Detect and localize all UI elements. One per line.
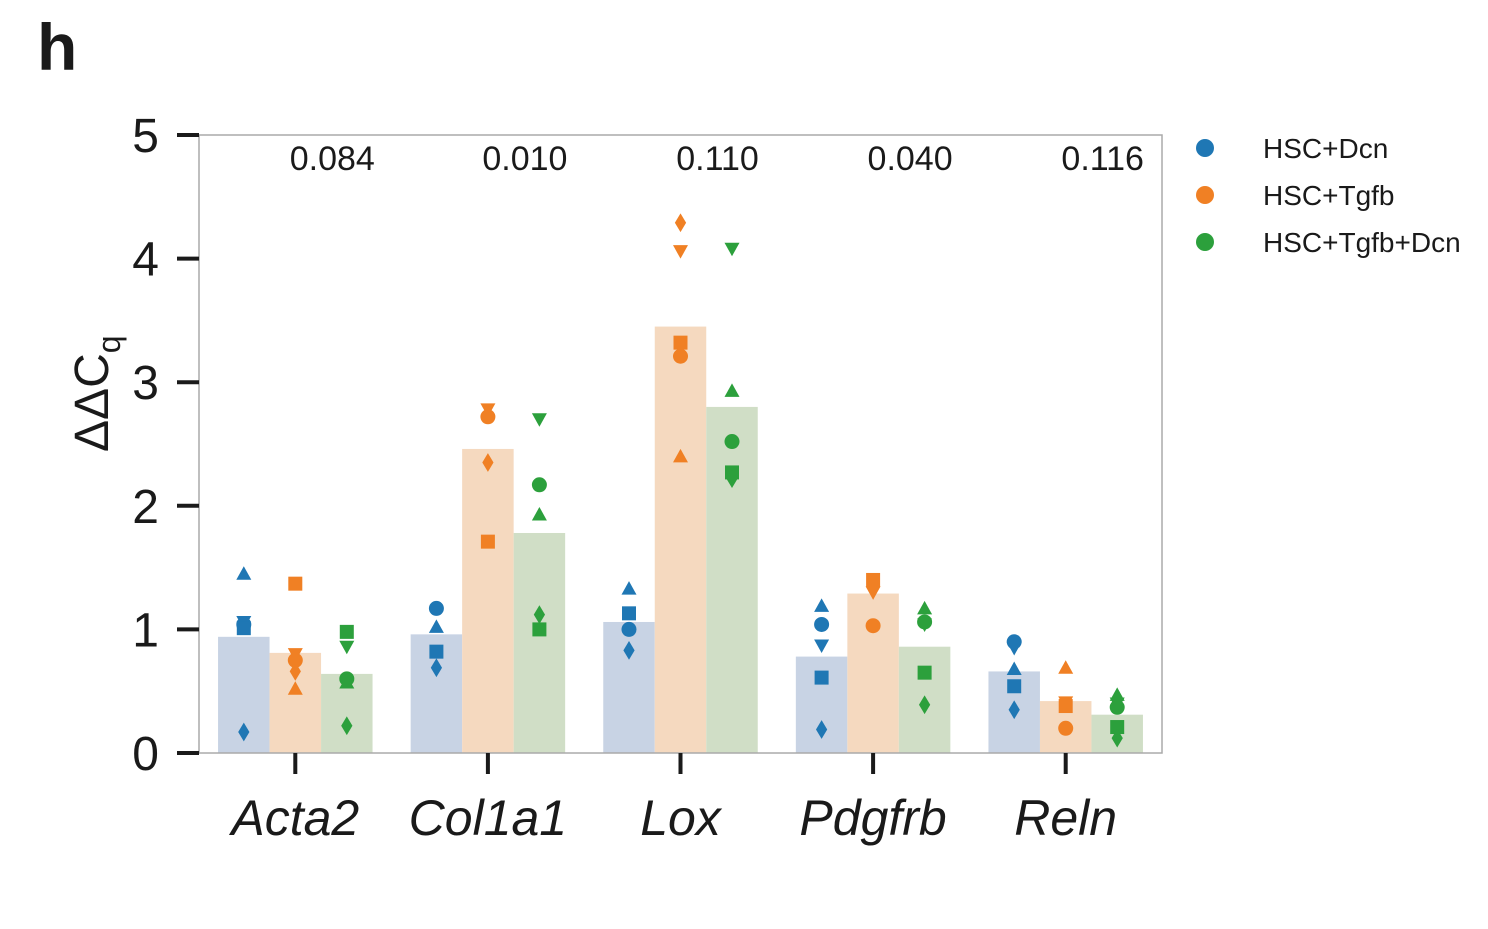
point-triangle-down-lox-hsc-tgfb-dcn bbox=[724, 242, 740, 257]
legend-marker-icon bbox=[1196, 186, 1214, 204]
point-diamond-pdgfrb-hsc-tgfb-dcn bbox=[918, 695, 931, 715]
points-layer bbox=[236, 213, 1125, 748]
point-diamond-lox-hsc-tgfb-dcn bbox=[726, 469, 738, 488]
point-circle-pdgfrb-hsc-tgfb bbox=[865, 618, 881, 634]
point-triangle-down-acta2-hsc-tgfb-dcn bbox=[339, 640, 355, 655]
x-tick-label-lox: Lox bbox=[640, 790, 723, 846]
point-diamond-acta2-hsc-dcn bbox=[238, 722, 250, 742]
y-tick-label: 4 bbox=[132, 234, 159, 287]
point-triangle-up-lox-hsc-tgfb-dcn bbox=[724, 383, 740, 397]
point-circle-col1a1-hsc-tgfb-dcn bbox=[531, 477, 547, 493]
point-triangle-down-pdgfrb-hsc-tgfb bbox=[865, 586, 881, 600]
point-square-col1a1-hsc-dcn bbox=[429, 644, 444, 659]
point-circle-lox-hsc-tgfb bbox=[673, 348, 688, 364]
y-axis: 0 1 2 3 4 5 bbox=[132, 110, 199, 781]
bars-layer bbox=[218, 326, 1143, 753]
point-triangle-up-acta2-hsc-tgfb bbox=[287, 681, 303, 695]
p-value-labels: 0.084 0.010 0.110 0.040 0.116 bbox=[290, 140, 1144, 178]
point-diamond-lox-hsc-tgfb bbox=[674, 213, 687, 233]
point-triangle-up-reln-hsc-dcn bbox=[1006, 661, 1022, 675]
point-square-reln-hsc-dcn bbox=[1007, 679, 1022, 694]
point-diamond-reln-hsc-dcn bbox=[1008, 700, 1020, 720]
bar-lox-hsc-tgfb-dcn bbox=[706, 406, 758, 753]
point-triangle-down-col1a1-hsc-tgfb-dcn bbox=[531, 413, 547, 427]
point-triangle-up-pdgfrb-hsc-dcn bbox=[814, 598, 830, 612]
point-circle-col1a1-hsc-tgfb bbox=[480, 409, 496, 425]
y-axis-label-main: ΔΔC bbox=[66, 353, 119, 452]
p-value-lox: 0.110 bbox=[676, 140, 759, 178]
point-circle-reln-hsc-tgfb-dcn bbox=[1109, 699, 1125, 715]
x-tick-label-acta2: Acta2 bbox=[228, 790, 359, 846]
y-tick-label: 3 bbox=[132, 357, 159, 410]
point-triangle-down-pdgfrb-hsc-dcn bbox=[814, 639, 830, 653]
point-triangle-down-pdgfrb-hsc-tgfb-dcn bbox=[917, 618, 933, 632]
point-diamond-lox-hsc-dcn bbox=[623, 641, 635, 660]
point-circle-lox-hsc-dcn bbox=[621, 621, 637, 637]
legend-marker-icon bbox=[1196, 233, 1214, 251]
p-value-acta2: 0.084 bbox=[290, 140, 375, 178]
x-tick-label-col1a1: Col1a1 bbox=[409, 790, 567, 846]
point-circle-col1a1-hsc-dcn bbox=[428, 600, 444, 616]
y-axis-label-subscript: q bbox=[91, 335, 127, 353]
point-diamond-col1a1-hsc-dcn bbox=[430, 658, 443, 678]
point-square-lox-hsc-tgfb bbox=[673, 335, 688, 350]
point-diamond-col1a1-hsc-tgfb-dcn bbox=[533, 605, 546, 624]
point-diamond-acta2-hsc-tgfb bbox=[289, 662, 301, 681]
y-tick-label: 1 bbox=[132, 604, 159, 657]
point-triangle-up-col1a1-hsc-dcn bbox=[428, 619, 444, 633]
legend: HSC+Dcn HSC+Tgfb HSC+Tgfb+Dcn bbox=[1196, 133, 1461, 258]
y-tick-label: 0 bbox=[132, 728, 159, 781]
x-axis: Acta2 Col1a1 Lox Pdgfrb Reln bbox=[228, 753, 1117, 846]
point-triangle-up-acta2-hsc-tgfb-dcn bbox=[339, 675, 355, 689]
point-square-lox-hsc-dcn bbox=[622, 606, 636, 621]
bar-pdgfrb-hsc-tgfb bbox=[847, 593, 899, 753]
point-triangle-down-lox-hsc-tgfb bbox=[673, 245, 688, 259]
bar-col1a1-hsc-tgfb bbox=[462, 448, 514, 753]
point-square-col1a1-hsc-tgfb-dcn bbox=[532, 622, 547, 637]
point-triangle-up-reln-hsc-tgfb-dcn bbox=[1109, 687, 1125, 701]
point-triangle-up-lox-hsc-dcn bbox=[621, 581, 637, 595]
point-square-col1a1-hsc-tgfb bbox=[480, 534, 495, 549]
bar-col1a1-hsc-tgfb-dcn bbox=[513, 532, 566, 753]
point-diamond-col1a1-hsc-tgfb bbox=[482, 453, 494, 472]
point-triangle-up-lox-hsc-tgfb bbox=[673, 448, 688, 463]
point-triangle-up-reln-hsc-tgfb bbox=[1058, 660, 1074, 674]
point-triangle-up-pdgfrb-hsc-tgfb-dcn bbox=[917, 600, 933, 615]
point-triangle-up-acta2-hsc-dcn bbox=[236, 566, 252, 580]
p-value-reln: 0.116 bbox=[1061, 140, 1144, 178]
point-diamond-acta2-hsc-tgfb-dcn bbox=[341, 716, 353, 736]
point-square-acta2-hsc-tgfb-dcn bbox=[339, 624, 354, 639]
p-value-pdgfrb: 0.040 bbox=[868, 140, 953, 178]
legend-label: HSC+Tgfb bbox=[1263, 180, 1395, 211]
y-tick-label: 2 bbox=[132, 481, 159, 534]
y-tick-label: 5 bbox=[132, 110, 159, 163]
point-circle-pdgfrb-hsc-dcn bbox=[814, 616, 830, 632]
point-square-acta2-hsc-tgfb bbox=[288, 576, 303, 591]
point-circle-acta2-hsc-tgfb bbox=[287, 652, 303, 668]
point-square-reln-hsc-tgfb-dcn bbox=[1110, 720, 1125, 735]
point-diamond-pdgfrb-hsc-dcn bbox=[815, 720, 828, 739]
point-square-pdgfrb-hsc-dcn bbox=[814, 670, 829, 685]
p-value-col1a1: 0.010 bbox=[482, 140, 567, 178]
legend-label: HSC+Tgfb+Dcn bbox=[1263, 227, 1461, 258]
point-circle-reln-hsc-tgfb bbox=[1058, 720, 1074, 736]
y-axis-label: ΔΔCq bbox=[66, 335, 127, 452]
panel-label: h bbox=[37, 10, 78, 84]
x-tick-label-pdgfrb: Pdgfrb bbox=[799, 790, 946, 846]
x-tick-label-reln: Reln bbox=[1014, 790, 1117, 846]
point-triangle-down-reln-hsc-dcn bbox=[1006, 641, 1022, 656]
point-square-pdgfrb-hsc-tgfb-dcn bbox=[917, 665, 932, 680]
point-diamond-reln-hsc-tgfb-dcn bbox=[1111, 728, 1123, 748]
legend-label: HSC+Dcn bbox=[1263, 133, 1388, 164]
legend-marker-icon bbox=[1196, 139, 1214, 157]
point-circle-lox-hsc-tgfb-dcn bbox=[724, 434, 740, 450]
bar-lox-hsc-tgfb bbox=[654, 326, 707, 753]
point-triangle-up-col1a1-hsc-tgfb-dcn bbox=[531, 506, 547, 521]
point-square-reln-hsc-tgfb bbox=[1058, 699, 1073, 714]
point-square-acta2-hsc-dcn bbox=[236, 621, 251, 636]
